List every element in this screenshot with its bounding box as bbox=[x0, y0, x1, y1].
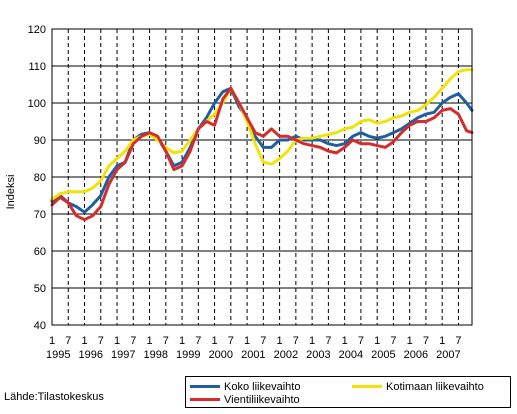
x-tick-year-label: 2004 bbox=[339, 349, 363, 361]
y-tick-label: 70 bbox=[34, 209, 46, 221]
legend-label-vienti: Vientiliikevaihto bbox=[224, 393, 300, 406]
x-tick-month-label: 7 bbox=[358, 335, 364, 347]
plot-frame bbox=[51, 28, 473, 326]
x-tick-month-label: 1 bbox=[277, 335, 283, 347]
legend: Koko liikevaihto Kotimaan liikevaihto Vi… bbox=[185, 376, 511, 408]
legend-swatch-koko bbox=[190, 385, 220, 388]
y-tick-label: 90 bbox=[34, 135, 46, 147]
series-line-2 bbox=[50, 86, 474, 222]
legend-swatch-kotimaan bbox=[352, 385, 382, 388]
y-tick-labels: 40 50 60 70 80 90 100 110 120 bbox=[28, 24, 46, 332]
legend-swatch-vienti bbox=[190, 398, 220, 401]
y-axis-label: Indeksi bbox=[5, 175, 17, 210]
y-tick-label: 80 bbox=[34, 172, 46, 184]
legend-label-koko: Koko liikevaihto bbox=[224, 380, 301, 393]
source-note: Lähde:Tilastokeskus bbox=[4, 391, 104, 403]
x-tick-year-label: 1999 bbox=[176, 349, 200, 361]
x-tick-month-label: 7 bbox=[228, 335, 234, 347]
legend-item-vienti: Vientiliikevaihto bbox=[190, 393, 300, 406]
x-tick-month-label: 7 bbox=[423, 335, 429, 347]
y-tick-label: 110 bbox=[28, 61, 46, 73]
legend-label-kotimaan: Kotimaan liikevaihto bbox=[386, 380, 484, 393]
series-line-1 bbox=[50, 68, 474, 201]
x-tick-year-label: 2000 bbox=[209, 349, 233, 361]
x-tick-year-label: 2005 bbox=[371, 349, 395, 361]
x-tick-month-label: 7 bbox=[98, 335, 104, 347]
x-tick-month-label: 1 bbox=[81, 335, 87, 347]
x-tick-year-label: 1996 bbox=[79, 349, 103, 361]
series-layer bbox=[50, 68, 474, 222]
x-tick-month-label: 1 bbox=[374, 335, 380, 347]
legend-item-kotimaan: Kotimaan liikevaihto bbox=[352, 380, 484, 393]
x-tick-month-label: 7 bbox=[130, 335, 136, 347]
x-tick-year-label: 1997 bbox=[111, 349, 135, 361]
x-tick-year-label: 1998 bbox=[144, 349, 168, 361]
x-tick-year-label: 2002 bbox=[274, 349, 298, 361]
x-tick-year-label: 2003 bbox=[306, 349, 330, 361]
series-line-0 bbox=[50, 86, 474, 214]
x-tick-month-label: 7 bbox=[293, 335, 299, 347]
y-tick-label: 100 bbox=[28, 98, 46, 110]
x-tick-month-label: 7 bbox=[325, 335, 331, 347]
x-tick-month-label: 1 bbox=[407, 335, 413, 347]
x-tick-month-label: 1 bbox=[342, 335, 348, 347]
x-tick-month-label: 1 bbox=[212, 335, 218, 347]
x-tick-month-label: 1 bbox=[244, 335, 250, 347]
x-tick-month-label: 1 bbox=[439, 335, 445, 347]
grid bbox=[52, 28, 472, 326]
y-tick-label: 60 bbox=[34, 246, 46, 258]
x-tick-month-label: 7 bbox=[195, 335, 201, 347]
x-tick-month-label: 7 bbox=[65, 335, 71, 347]
legend-item-koko: Koko liikevaihto bbox=[190, 380, 300, 393]
x-tick-month-label: 1 bbox=[309, 335, 315, 347]
y-tick-label: 120 bbox=[28, 24, 46, 36]
x-tick-month-label: 7 bbox=[390, 335, 396, 347]
x-tick-month-label: 1 bbox=[49, 335, 55, 347]
x-tick-year-label: 1995 bbox=[46, 349, 70, 361]
x-tick-month-label: 1 bbox=[146, 335, 152, 347]
x-tick-month-label: 1 bbox=[179, 335, 185, 347]
y-tick-label: 50 bbox=[34, 283, 46, 295]
y-tick-label: 40 bbox=[34, 320, 46, 332]
x-tick-month-label: 1 bbox=[114, 335, 120, 347]
x-tick-month-label: 7 bbox=[260, 335, 266, 347]
x-tick-year-label: 2001 bbox=[241, 349, 265, 361]
x-tick-year-label: 2006 bbox=[404, 349, 428, 361]
x-tick-month-label: 7 bbox=[163, 335, 169, 347]
x-tick-year-label: 2007 bbox=[436, 349, 460, 361]
x-tick-month-label: 7 bbox=[455, 335, 461, 347]
